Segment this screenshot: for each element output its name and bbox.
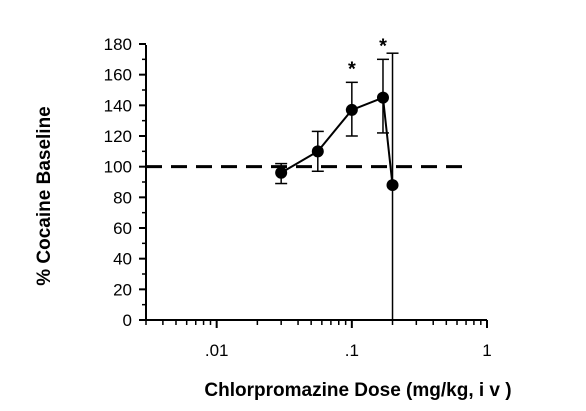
y-tick-label: 20 bbox=[113, 280, 132, 299]
x-tick-label: 1 bbox=[482, 341, 491, 360]
x-tick-label: .01 bbox=[205, 341, 229, 360]
significance-markers: ** bbox=[348, 35, 387, 80]
y-tick-label: 140 bbox=[104, 96, 132, 115]
significance-star: * bbox=[379, 35, 387, 57]
data-points bbox=[275, 91, 399, 192]
data-point bbox=[345, 103, 358, 116]
series-line bbox=[280, 96, 394, 186]
significance-star: * bbox=[348, 58, 356, 80]
y-tick-label: 120 bbox=[104, 127, 132, 146]
y-axis-label: % Cocaine Baseline bbox=[34, 106, 55, 286]
y-tick-label: 80 bbox=[113, 188, 132, 207]
x-tick-label: .1 bbox=[345, 341, 359, 360]
x-axis-label: Chlorpromazine Dose (mg/kg, i v ) bbox=[204, 380, 511, 401]
y-tick-label: 100 bbox=[104, 158, 132, 177]
y-tick-label: 40 bbox=[113, 250, 132, 269]
y-tick-label: 60 bbox=[113, 219, 132, 238]
data-point bbox=[376, 91, 389, 104]
y-tick-label: 160 bbox=[104, 66, 132, 85]
y-tick-label: 0 bbox=[123, 311, 132, 330]
series-line-group bbox=[280, 96, 394, 186]
data-point bbox=[386, 179, 399, 192]
data-point bbox=[275, 166, 288, 179]
y-tick-label: 180 bbox=[104, 35, 132, 54]
data-point bbox=[311, 145, 324, 158]
x-ticks: .01 .1 1 bbox=[145, 320, 492, 360]
y-ticks: 0 20 40 60 80 100 120 140 160 180 bbox=[104, 35, 146, 330]
